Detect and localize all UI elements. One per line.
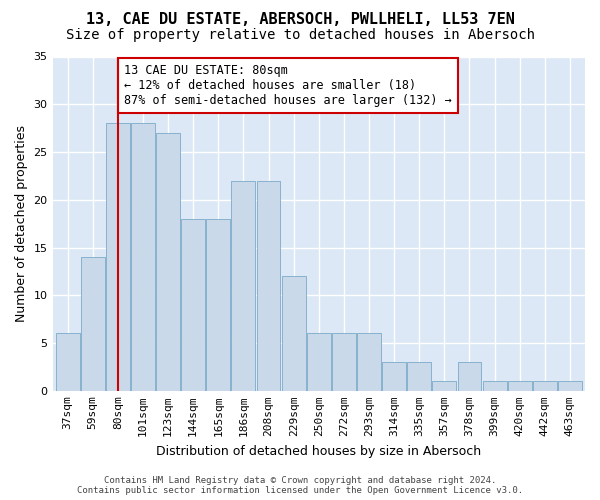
Text: 13, CAE DU ESTATE, ABERSOCH, PWLLHELI, LL53 7EN: 13, CAE DU ESTATE, ABERSOCH, PWLLHELI, L… bbox=[86, 12, 514, 28]
Bar bbox=[307, 334, 331, 391]
Bar bbox=[433, 382, 456, 391]
Bar bbox=[56, 334, 80, 391]
Bar bbox=[81, 257, 104, 391]
Bar bbox=[558, 382, 582, 391]
Text: Contains HM Land Registry data © Crown copyright and database right 2024.
Contai: Contains HM Land Registry data © Crown c… bbox=[77, 476, 523, 495]
Bar bbox=[156, 133, 180, 391]
Bar bbox=[232, 180, 256, 391]
X-axis label: Distribution of detached houses by size in Abersoch: Distribution of detached houses by size … bbox=[156, 444, 481, 458]
Text: 13 CAE DU ESTATE: 80sqm
← 12% of detached houses are smaller (18)
87% of semi-de: 13 CAE DU ESTATE: 80sqm ← 12% of detache… bbox=[124, 64, 452, 107]
Bar bbox=[257, 180, 280, 391]
Bar bbox=[508, 382, 532, 391]
Bar bbox=[206, 219, 230, 391]
Bar bbox=[282, 276, 305, 391]
Bar bbox=[458, 362, 481, 391]
Bar bbox=[357, 334, 381, 391]
Bar bbox=[332, 334, 356, 391]
Text: Size of property relative to detached houses in Abersoch: Size of property relative to detached ho… bbox=[65, 28, 535, 42]
Bar bbox=[382, 362, 406, 391]
Bar bbox=[131, 124, 155, 391]
Bar bbox=[181, 219, 205, 391]
Bar bbox=[482, 382, 506, 391]
Bar bbox=[533, 382, 557, 391]
Bar bbox=[106, 124, 130, 391]
Bar bbox=[407, 362, 431, 391]
Y-axis label: Number of detached properties: Number of detached properties bbox=[15, 125, 28, 322]
